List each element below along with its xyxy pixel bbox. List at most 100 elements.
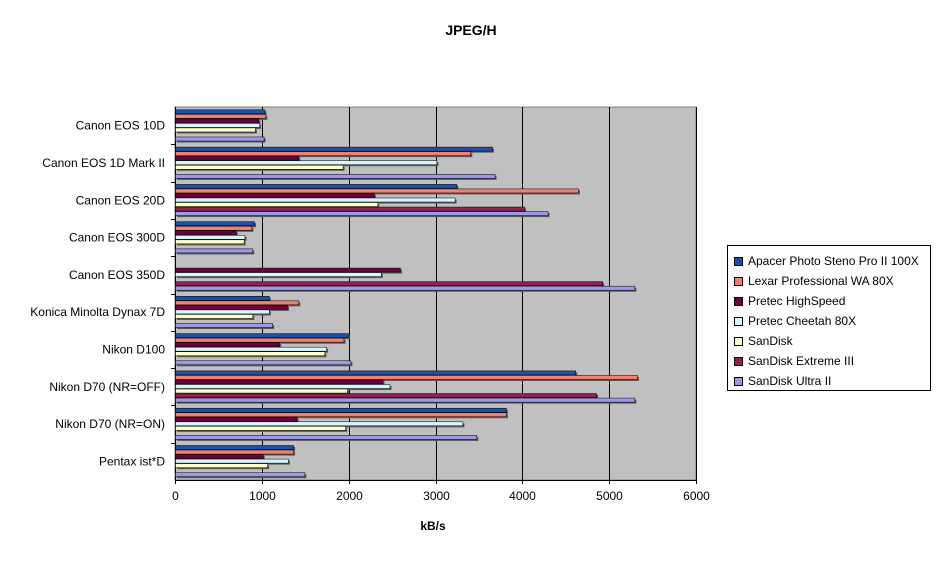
bar (175, 333, 349, 338)
bar (175, 151, 471, 156)
bar (175, 267, 401, 273)
bar (175, 435, 478, 440)
bar (175, 235, 246, 240)
bar (175, 463, 268, 468)
x-tick-label: 3000 (423, 489, 450, 503)
bar (175, 314, 254, 319)
category-label: Nikon D70 (NR=OFF) (49, 380, 165, 394)
bar (175, 337, 345, 343)
bar (175, 388, 348, 394)
x-tick-label: 2000 (336, 489, 363, 503)
bar (175, 285, 636, 291)
bar (175, 412, 507, 418)
legend-item: Apacer Photo Steno Pro II 100X (734, 251, 930, 271)
category-label: Pentax ist*D (99, 454, 165, 468)
category-label: Nikon D70 (NR=ON) (55, 417, 165, 431)
legend-swatch (734, 256, 743, 266)
bar (175, 188, 579, 194)
category-label: Canon EOS 10D (76, 119, 166, 133)
bar (175, 123, 260, 128)
bar (175, 174, 496, 179)
bar (175, 323, 274, 328)
bar (175, 449, 294, 455)
x-tick-label: 5000 (596, 489, 623, 503)
legend-swatch (734, 356, 743, 366)
bar (175, 239, 245, 245)
bar (175, 146, 493, 152)
legend-label: SanDisk (748, 334, 793, 348)
bar (175, 421, 464, 427)
legend-swatch (734, 336, 743, 346)
legend-item: Pretec HighSpeed (734, 291, 930, 311)
bar (175, 211, 549, 216)
bar (175, 109, 266, 115)
bar (175, 379, 384, 385)
bar (175, 160, 438, 165)
legend-label: Lexar Professional WA 80X (748, 274, 894, 288)
category-label: Nikon D100 (102, 342, 165, 356)
bar (175, 206, 525, 212)
legend-swatch (734, 296, 743, 306)
bar (175, 458, 289, 464)
legend-label: Apacer Photo Steno Pro II 100X (748, 254, 919, 268)
bar (175, 248, 254, 254)
bar (175, 351, 326, 356)
legend-item: SanDisk Ultra II (734, 371, 930, 391)
legend-label: Pretec Cheetah 80X (748, 314, 857, 328)
bar (175, 342, 280, 347)
legend-item: Pretec Cheetah 80X (734, 311, 930, 331)
bar (175, 397, 636, 403)
legend-label: SanDisk Extreme III (748, 354, 855, 368)
bar (175, 346, 327, 352)
legend-swatch (734, 376, 743, 386)
category-label: Canon EOS 350D (69, 268, 165, 282)
category-label: Canon EOS 1D Mark II (42, 156, 165, 170)
bar (175, 407, 507, 413)
legend-label: SanDisk Ultra II (748, 374, 832, 388)
legend-item: SanDisk (734, 331, 930, 351)
bar (175, 305, 288, 310)
bar (175, 184, 458, 189)
bar (175, 197, 456, 203)
legend-item: SanDisk Extreme III (734, 351, 930, 371)
bar (175, 426, 346, 431)
bar (175, 221, 255, 226)
bar (175, 193, 375, 198)
bar (175, 370, 577, 376)
bar (175, 360, 352, 366)
bar (175, 417, 298, 422)
category-label: Konica Minolta Dynax 7D (30, 305, 165, 319)
bar (175, 230, 237, 236)
legend-label: Pretec HighSpeed (748, 294, 846, 308)
bar (175, 164, 344, 170)
bar (175, 155, 300, 161)
bar (175, 272, 382, 277)
bar (175, 384, 391, 389)
x-axis-label: kB/s (420, 519, 446, 533)
bar (175, 393, 597, 398)
category-label: Canon EOS 20D (76, 193, 166, 207)
bar (175, 472, 306, 477)
chart-title: JPEG/H (445, 22, 496, 38)
bar (175, 445, 294, 450)
bar (175, 225, 253, 231)
bar (175, 300, 300, 306)
bar (175, 114, 267, 119)
legend-swatch (734, 276, 743, 286)
bar (175, 202, 379, 207)
x-tick-label: 0 (172, 489, 179, 503)
bar (175, 118, 260, 124)
bar (175, 136, 265, 142)
legend: Apacer Photo Steno Pro II 100X Lexar Prof… (727, 245, 931, 391)
bar (175, 375, 638, 380)
category-label: Canon EOS 300D (69, 231, 165, 245)
x-tick-label: 6000 (683, 489, 710, 503)
bar (175, 281, 603, 286)
bar (175, 309, 270, 315)
bar (175, 127, 256, 133)
bar (175, 454, 264, 459)
x-tick-label: 4000 (509, 489, 536, 503)
x-tick-label: 1000 (249, 489, 276, 503)
legend-item: Lexar Professional WA 80X (734, 271, 930, 291)
